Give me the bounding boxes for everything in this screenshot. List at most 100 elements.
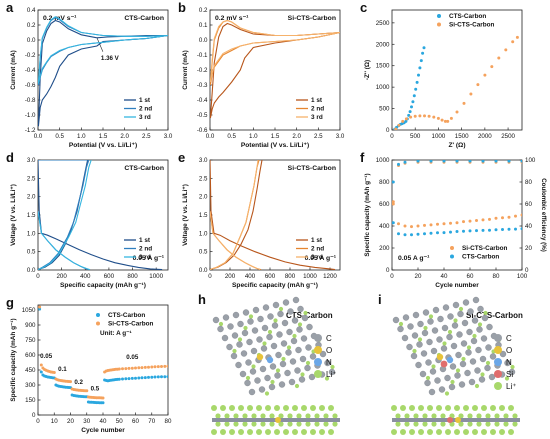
li-ion [232, 348, 237, 354]
li-ion [211, 429, 217, 435]
chart-annotation: 0.2 mV s⁻¹ [43, 15, 77, 22]
panel-e: e 0 200 400 600 800 1000 1200 0.0 0.5 1.0 1.5 2.0 2.5… [178, 150, 341, 289]
element-legend-label: O [506, 346, 512, 355]
li-ion [485, 360, 491, 366]
carbon-atom [252, 306, 260, 314]
data-point [147, 365, 150, 369]
x-tick-label: 0.0 [206, 133, 215, 140]
y-right-tick-label: 60 [525, 201, 532, 208]
y-tick-label: 0 [386, 127, 390, 134]
y-tick-label: 0 [32, 412, 36, 419]
carbon-atom [461, 319, 469, 327]
legend-swatch [96, 313, 100, 317]
series-group [38, 305, 168, 405]
data-point [403, 160, 407, 164]
data-point [421, 51, 425, 55]
data-point [394, 127, 398, 130]
carbon-atom [227, 323, 234, 330]
carbon-atom [299, 355, 307, 363]
carbon-atom [297, 305, 304, 313]
y-tick-label: 300 [25, 382, 36, 389]
chart-title: CTS-Carbon [124, 165, 164, 172]
structure-title: Si-CTS-Carbon [466, 311, 523, 320]
data-point [150, 365, 154, 369]
y-tick-label: 0.0 [27, 37, 36, 44]
x-tick-label: 1.5 [99, 133, 108, 140]
li-ion [427, 405, 433, 411]
data-point [462, 220, 465, 224]
li-ion [463, 405, 469, 411]
element-legend-label: Li⁺ [506, 382, 516, 391]
element-legend-label: O [326, 346, 332, 355]
carbon-atom [454, 372, 461, 379]
x-tick-label: 60 [467, 273, 474, 280]
carbon-atom [455, 351, 462, 359]
li-ion [292, 429, 298, 435]
legend-label: CTS-Carbon [449, 13, 486, 20]
data-point [449, 230, 452, 234]
li-ion [245, 375, 251, 381]
li-ion [283, 405, 289, 411]
legend-label: 3 rd [139, 254, 151, 261]
li-ion [296, 413, 302, 419]
li-ion [440, 421, 446, 427]
data-point [440, 118, 444, 122]
x-tick-label: 600 [265, 273, 276, 280]
li-ion [310, 429, 316, 435]
y-tick-label: 0.2 [199, 7, 208, 14]
carbon-atom [422, 309, 430, 316]
y-axis-label: Current (mA) [182, 50, 189, 89]
series-group [393, 35, 519, 130]
data-point [442, 222, 446, 226]
carbon-atom [452, 301, 460, 309]
li-ion [323, 421, 329, 427]
carbon-atom [459, 360, 467, 368]
carbon-atom [417, 320, 424, 328]
data-point [423, 232, 426, 236]
x-tick-label: 0.0 [34, 133, 43, 140]
y-tick-label: 1.0 [27, 230, 36, 237]
y-tick-label: -0.6 [197, 127, 208, 134]
data-point [401, 119, 405, 123]
carbon-atom [236, 341, 243, 348]
carbon-atom [472, 296, 480, 304]
data-point [410, 105, 413, 109]
li-ion [467, 413, 473, 419]
y-tick-label: 0.0 [199, 37, 208, 44]
legend-label: 1 st [139, 97, 151, 104]
data-point [397, 232, 400, 236]
series-line [38, 160, 163, 270]
data-point [443, 119, 447, 123]
x-tick-label: 0 [390, 133, 394, 140]
legend-swatch [437, 22, 441, 27]
li-ion [215, 413, 221, 419]
carbon-atom [305, 344, 312, 351]
y-axis-label: Specific capacity (mAh g⁻¹) [364, 173, 371, 256]
rate-label: 0.2 [74, 379, 83, 386]
li-ion [477, 322, 483, 327]
li-ion [431, 421, 437, 427]
carbon-atom [480, 335, 488, 342]
carbon-atom [259, 365, 267, 373]
data-point [507, 227, 511, 231]
data-point [455, 221, 459, 225]
element-legend-label: Si [506, 370, 513, 379]
data-point [469, 92, 473, 96]
data-point [410, 225, 413, 229]
carbon-atom [256, 336, 263, 343]
y-tick-label: 2.0 [199, 194, 208, 201]
y-tick-label: 2500 [376, 20, 390, 27]
carbon-atom [258, 386, 266, 393]
li-ion [428, 314, 434, 319]
data-point [442, 231, 446, 235]
carbon-atom [261, 324, 269, 332]
data-point [101, 396, 105, 400]
series-line [210, 19, 340, 86]
carbon-atom [428, 388, 436, 396]
data-point [501, 228, 504, 231]
li-ion [485, 421, 491, 427]
element-legend-label: N [506, 358, 512, 367]
carbon-atom [402, 314, 410, 321]
legend-label: 3 rd [311, 254, 323, 261]
oxygen-atom [455, 417, 461, 423]
